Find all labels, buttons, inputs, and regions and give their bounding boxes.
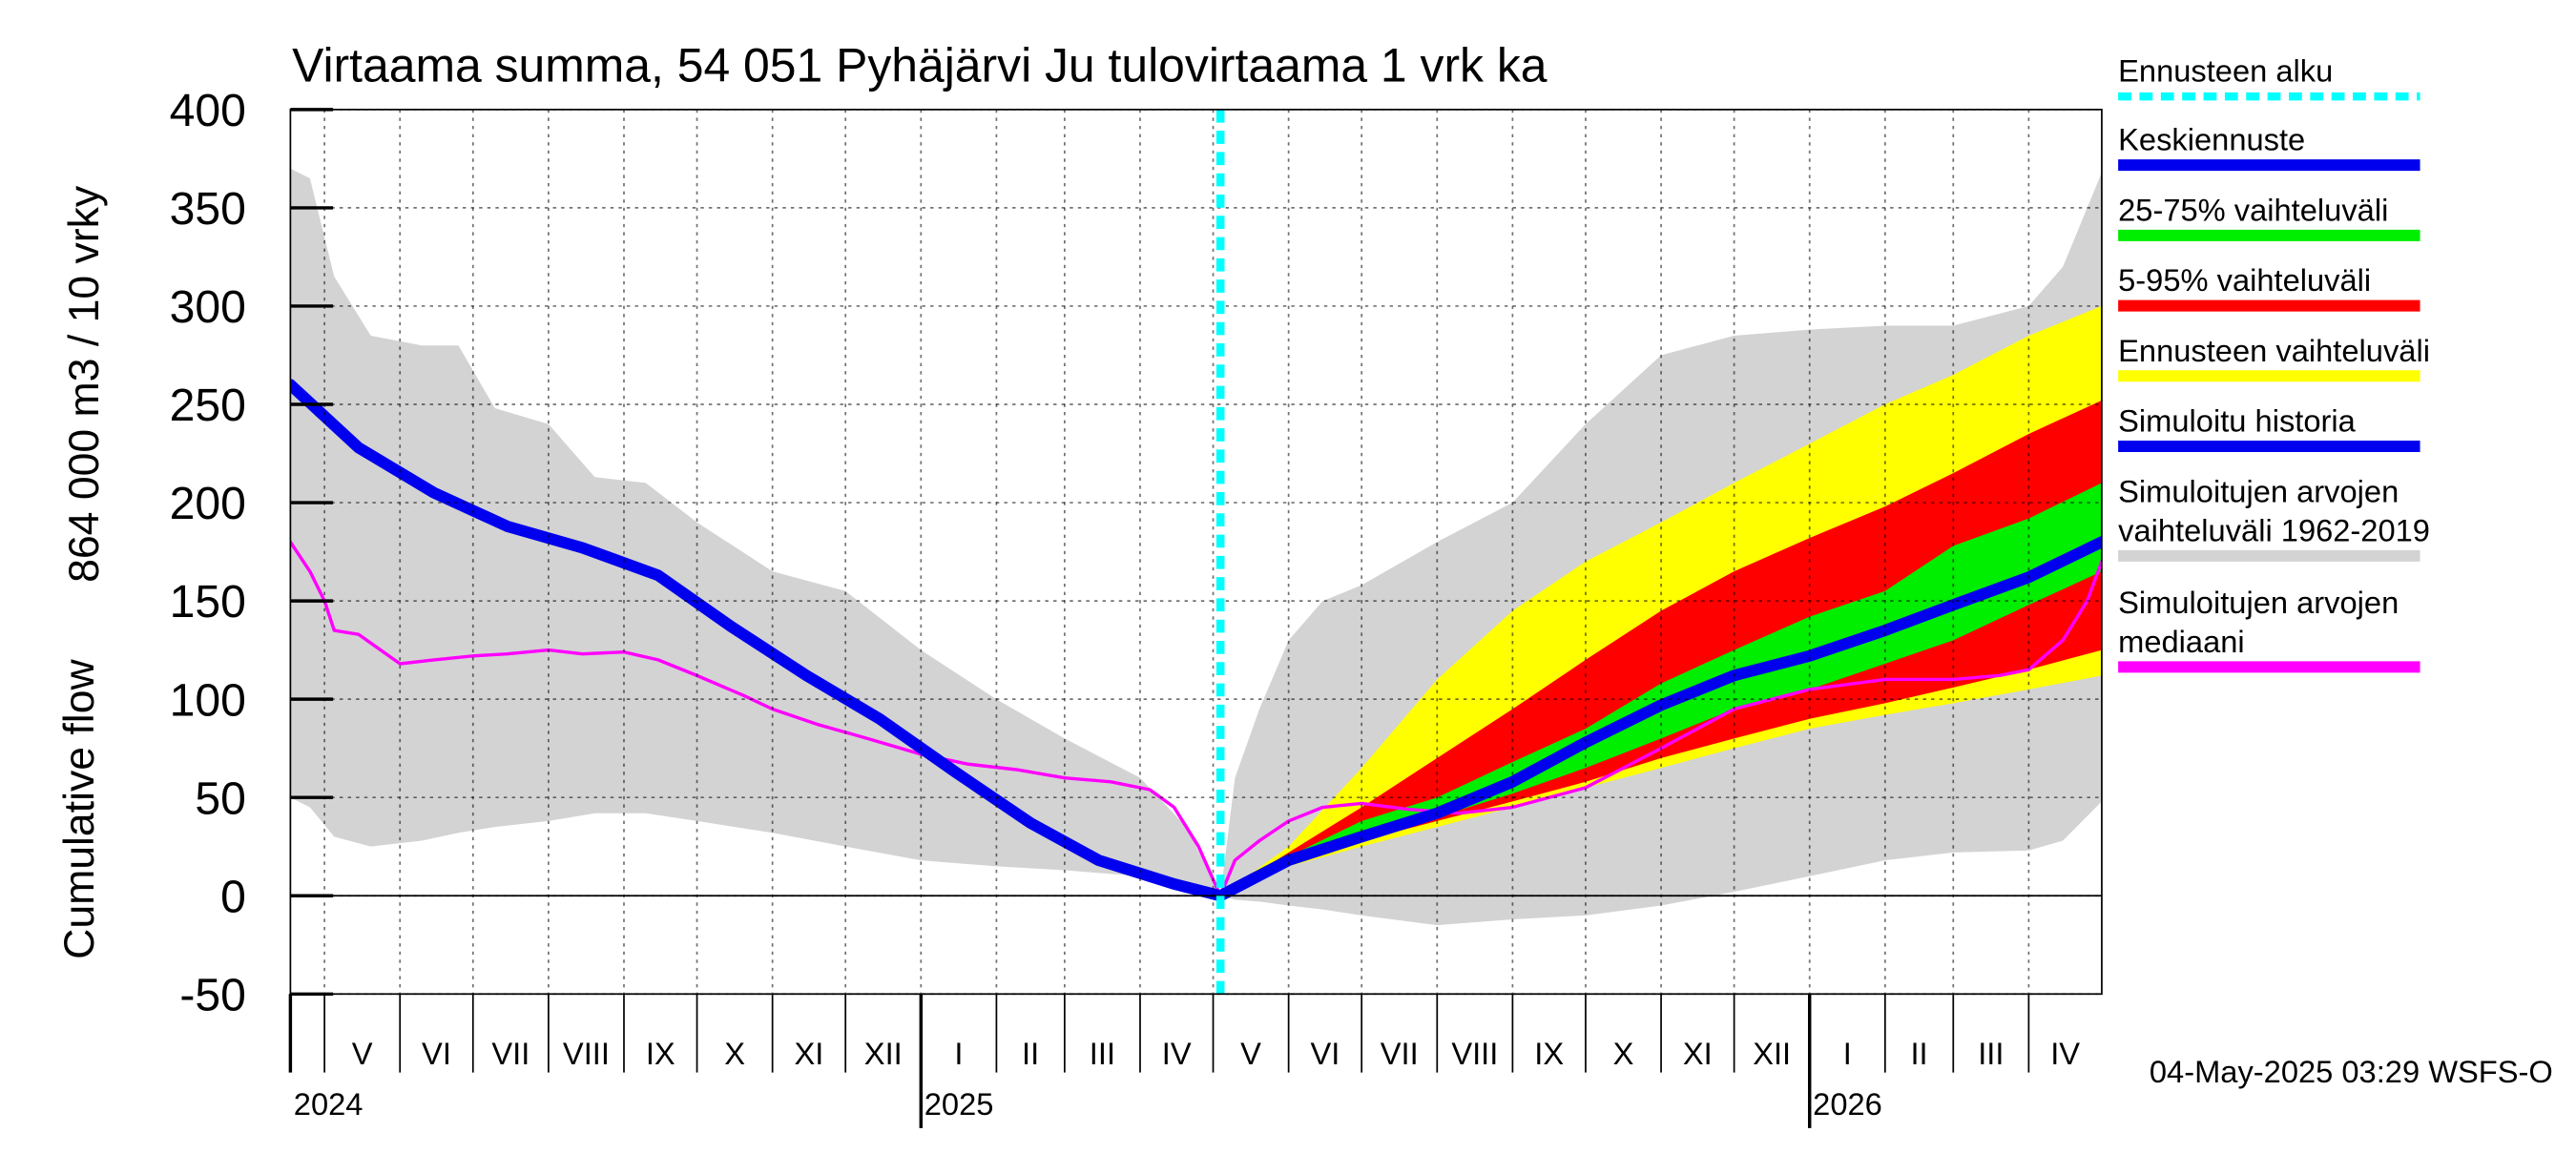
month-label: II [1022, 1036, 1039, 1071]
month-label: V [1240, 1036, 1261, 1071]
month-label: III [1090, 1036, 1115, 1071]
legend-item-simuloitujen-arvojen-mediaani: Simuloitujen arvojen mediaani [2118, 585, 2420, 673]
month-label: XII [864, 1036, 903, 1071]
month-label: V [352, 1036, 373, 1071]
y-tick-label: 150 [170, 576, 246, 628]
band-25-75-vaihteluvali [1220, 483, 2102, 896]
legend-label: Simuloitu historia [2118, 403, 2357, 439]
month-label: XI [794, 1036, 823, 1071]
y-axis-label-primary: 864 000 m3 / 10 vrky [61, 185, 108, 583]
month-label: XI [1683, 1036, 1713, 1071]
y-tick-label: 250 [170, 380, 246, 431]
legend-label: Ennusteen vaihteluväli [2118, 333, 2430, 368]
legend-label: Simuloitujen arvojen vaihteluväli 1962-20… [2118, 473, 2430, 547]
y-tick-label: 50 [195, 772, 246, 824]
month-label: IV [1162, 1036, 1192, 1071]
month-label: III [1978, 1036, 2004, 1071]
month-label: IV [2050, 1036, 2080, 1071]
month-label: VI [1310, 1036, 1340, 1071]
month-label: IX [646, 1036, 675, 1071]
legend-item-25-75-vaihteluvali: 25-75% vaihteluväli [2118, 192, 2420, 241]
month-label: VIII [563, 1036, 610, 1071]
chart-title: Virtaama summa, 54 051 Pyhäjärvi Ju tulo… [292, 39, 1548, 93]
month-label: I [1843, 1036, 1852, 1071]
year-label: 2025 [924, 1086, 994, 1122]
y-tick-label: 0 [220, 871, 246, 922]
y-tick-label: 400 [170, 85, 246, 136]
month-label: II [1910, 1036, 1927, 1071]
y-tick-label: 100 [170, 674, 246, 726]
legend-label: Keskiennuste [2118, 122, 2305, 157]
month-label: VIII [1451, 1036, 1498, 1071]
year-label: 2024 [294, 1086, 364, 1122]
month-label: VI [422, 1036, 451, 1071]
y-tick-label: 350 [170, 183, 246, 235]
legend-item-ennusteen-vaihteluvali: Ennusteen vaihteluväli [2118, 333, 2430, 382]
month-label: XII [1753, 1036, 1791, 1071]
line-simuloitujen-arvojen-mediaani [290, 540, 2102, 897]
legend-label: 5-95% vaihteluväli [2118, 262, 2371, 298]
band-5-95-vaihteluvali [1220, 400, 2102, 896]
plot-frame [289, 109, 2103, 996]
month-label: I [954, 1036, 963, 1071]
legend-label: Ennusteen alku [2118, 53, 2333, 89]
legend-item-simuloitujen-arvojen-vaihteluvali-1962-2019: Simuloitujen arvojen vaihteluväli 1962-20… [2118, 473, 2430, 562]
legend-item-simuloitu-historia: Simuloitu historia [2118, 403, 2420, 453]
month-label: X [724, 1036, 745, 1071]
y-tick-label: -50 [179, 970, 246, 1021]
legend-label: Simuloitujen arvojen mediaani [2118, 585, 2399, 659]
legend: Ennusteen alku Keskiennuste 25-75% vaihtel… [2118, 53, 2430, 673]
month-label: VII [491, 1036, 530, 1071]
legend-item-ennusteen-alku: Ennusteen alku [2118, 53, 2420, 101]
month-label: X [1613, 1036, 1634, 1071]
month-label: VII [1381, 1036, 1419, 1071]
year-label: 2026 [1813, 1086, 1882, 1122]
y-tick-label: 200 [170, 478, 246, 529]
legend-item-keskiennuste: Keskiennuste [2118, 122, 2420, 172]
y-tick-label: 300 [170, 281, 246, 333]
month-label: IX [1534, 1036, 1564, 1071]
line-simuloitu-historia [290, 379, 1227, 902]
footer-timestamp: 04-May-2025 03:29 WSFS-O [2150, 1054, 2553, 1089]
y-axis-label-secondary: Cumulative flow [56, 659, 103, 959]
line-keskiennuste [1215, 536, 2102, 902]
legend-item-5-95-vaihteluvali: 5-95% vaihteluväli [2118, 262, 2420, 312]
legend-label: 25-75% vaihteluväli [2118, 192, 2388, 227]
